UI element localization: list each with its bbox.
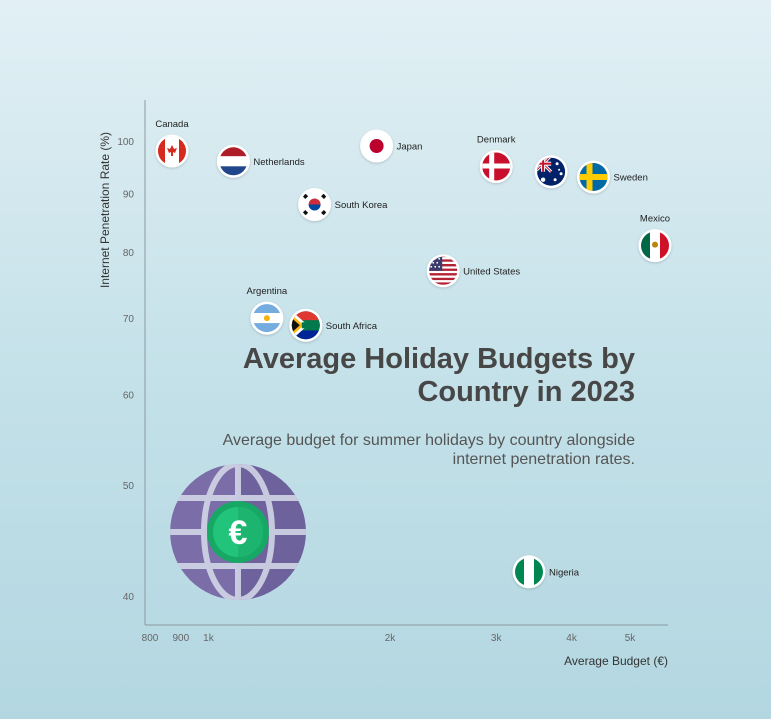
japan-flag [362, 132, 391, 160]
data-point [479, 150, 513, 183]
denmark-flag [482, 152, 511, 181]
point-label: South Korea [335, 200, 389, 211]
mexico-flag [641, 231, 669, 260]
x-tick-label: 2k [385, 633, 397, 644]
canada-flag [158, 137, 186, 165]
point-label: Mexico [640, 214, 670, 225]
data-point [426, 254, 460, 288]
y-tick-label: 60 [123, 391, 135, 402]
data-point [360, 129, 394, 163]
argentina-flag [252, 304, 281, 333]
sweden-flag [579, 163, 608, 191]
australia-flag [537, 157, 566, 186]
svg-text:€: € [229, 514, 248, 552]
data-point [250, 301, 284, 335]
usa-flag [429, 256, 458, 285]
data-point [216, 144, 250, 178]
x-tick-label: 3k [491, 633, 503, 644]
data-point [534, 155, 568, 189]
point-label: South Africa [326, 321, 378, 332]
point-label: Netherlands [253, 157, 304, 168]
point-label: Sweden [614, 173, 648, 184]
x-tick-label: 4k [566, 633, 578, 644]
x-tick-label: 1k [203, 633, 215, 644]
point-label: Argentina [247, 286, 288, 297]
x-axis-label: Average Budget (€) [564, 654, 668, 668]
y-tick-label: 80 [123, 248, 135, 259]
y-tick-label: 40 [123, 592, 135, 603]
chart-title: Average Holiday Budgets by Country in 20… [242, 343, 635, 408]
y-axis-label: Internet Penetration Rate (%) [98, 132, 112, 288]
point-label: Nigeria [549, 567, 580, 578]
y-tick-label: 100 [117, 137, 134, 148]
data-point [577, 160, 610, 194]
data-point [155, 134, 189, 168]
chart-subtitle: Average budget for summer holidays by co… [222, 432, 635, 468]
title-block: Average Holiday Budgets by Country in 20… [215, 343, 635, 469]
globe-euro-icon: € [170, 464, 306, 600]
y-tick-label: 50 [123, 481, 135, 492]
point-label: Denmark [477, 134, 516, 145]
point-label: Japan [397, 141, 423, 152]
y-tick-label: 90 [123, 189, 135, 200]
x-tick-label: 800 [142, 633, 159, 644]
point-label: Canada [155, 119, 189, 130]
y-tick-label: 70 [123, 314, 135, 325]
point-label: United States [463, 266, 520, 277]
x-tick-label: 5k [625, 633, 637, 644]
x-tick-label: 900 [173, 633, 190, 644]
data-point [298, 188, 332, 221]
data-point [512, 555, 546, 589]
data-point [638, 229, 672, 263]
nigeria-flag [515, 557, 543, 586]
netherlands-flag [219, 147, 248, 176]
data-point [289, 308, 323, 342]
